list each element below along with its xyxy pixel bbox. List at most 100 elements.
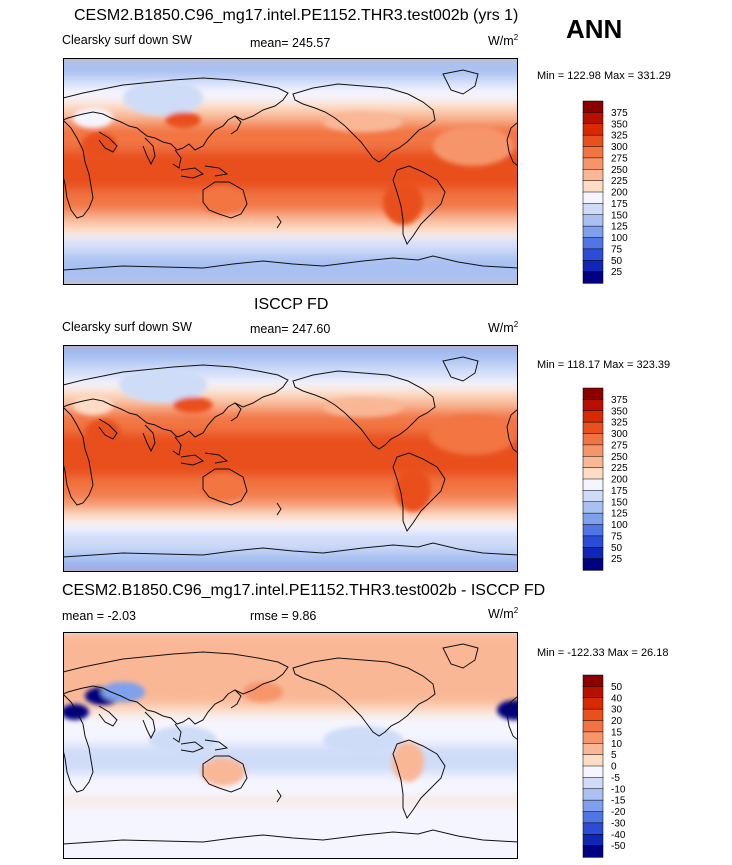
zonal-band [63,96,518,104]
regional-feature [81,132,117,160]
zonal-band [63,264,518,272]
zonal-band [63,121,518,129]
regional-feature [323,726,403,754]
zonal-band [63,368,518,376]
zonal-band [63,135,518,143]
zonal-band [63,229,518,237]
colorbar-swatch [582,765,604,779]
zonal-band [63,432,518,440]
zonal-band [63,734,518,742]
panel1-minmax: Min = 122.98 Max = 331.29 [537,70,671,82]
colorbar-tick-label: 375 [611,108,628,119]
zonal-band [63,457,518,465]
zonal-band [63,660,518,668]
colorbar-swatch [582,225,604,239]
regional-feature [63,704,89,720]
zonal-bands [63,58,518,285]
regional-features [73,80,513,225]
colorbar-tick-label: 10 [611,739,623,750]
zonal-band [63,472,518,480]
zonal-band [63,759,518,767]
regional-feature [199,473,247,501]
colorbar-swatch [582,754,604,767]
zonal-band [63,655,518,663]
zonal-band [63,798,518,806]
panel1-variable: Clearsky surf down SW [62,33,192,47]
colorbar-swatch [582,467,604,480]
zonal-band [63,239,518,247]
regional-feature [149,726,217,754]
zonal-band [63,506,518,514]
zonal-bands [63,345,518,572]
zonal-band [63,803,518,811]
colorbar-tick-label: 225 [611,463,628,474]
zonal-band [63,541,518,549]
regional-feature [429,415,517,455]
zonal-band [63,769,518,777]
colorbar-tick-label: 50 [611,256,623,267]
zonal-band [63,398,518,406]
zonal-band [63,116,518,124]
colorbar-tick-label: 25 [611,554,623,565]
zonal-band [63,709,518,717]
colorbar-swatch [582,180,604,193]
zonal-band [63,744,518,752]
zonal-band [63,546,518,554]
zonal-band [63,833,518,841]
zonal-band [63,477,518,485]
colorbar-tick-label: -30 [611,818,626,829]
colorbar-tick-label: 325 [611,131,628,142]
zonal-band [63,200,518,208]
colorbar-tick-label: 225 [611,176,628,187]
panel1-map [63,58,518,285]
map-frame [63,632,518,859]
colorbar-tick-label: 275 [611,440,628,451]
zonal-band [63,106,518,114]
colorbar-tick-label: 300 [611,429,628,440]
zonal-band [63,150,518,158]
colorbar-swatch [582,731,604,744]
zonal-band [63,632,518,638]
zonal-band [63,358,518,366]
zonal-band [63,739,518,747]
zonal-band [63,58,518,64]
colorbar-swatch [582,399,604,412]
panel3-mean: mean = -2.03 [62,609,137,623]
panel1-colorbar: 3753503253002752502252001751501251007550… [582,100,628,284]
zonal-band [63,418,518,425]
zonal-band [63,71,518,79]
colorbar-swatch [582,524,604,537]
zonal-band [63,442,518,450]
zonal-band [63,353,518,361]
zonal-band [63,714,518,722]
zonal-band [63,214,518,222]
zonal-band [63,551,518,559]
season-label: ANN [566,14,623,44]
panel2-colorbar: 3753503253002752502252001751501251007550… [582,387,628,571]
colorbar-swatch [582,547,604,560]
colorbar-tick-label: 15 [611,727,623,738]
zonal-bands [63,632,518,859]
map-frame [63,345,518,572]
regional-feature [119,367,207,403]
colorbar-swatch [582,157,604,170]
zonal-band [63,779,518,786]
regional-feature [323,112,403,132]
regional-feature [173,397,213,413]
zonal-band [63,126,518,134]
zonal-band [63,774,518,782]
zonal-band [63,185,518,193]
zonal-band [63,408,518,416]
zonal-band [63,209,518,217]
colorbar-tick-label: 25 [611,267,623,278]
panel1-title: CESM2.B1850.C96_mg17.intel.PE1152.THR3.t… [74,7,519,24]
panel2-title: ISCCP FD [254,296,329,313]
regional-feature [163,666,243,694]
zonal-band [63,279,518,285]
colorbar-swatch [582,100,604,114]
colorbar-tick-label: -15 [611,796,626,807]
zonal-band [63,511,518,519]
colorbar-swatch [582,191,604,205]
zonal-band [63,516,518,524]
